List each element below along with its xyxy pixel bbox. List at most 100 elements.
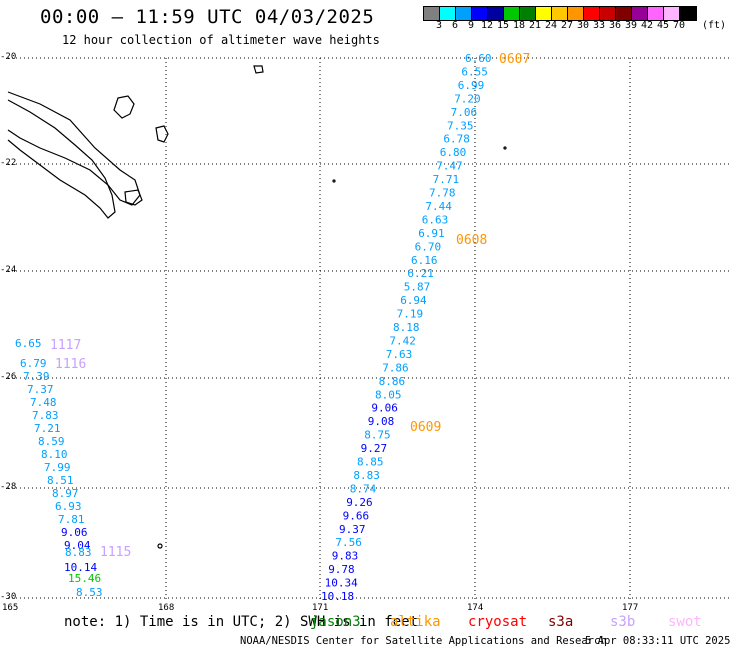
- satellite-label: s3b: [610, 614, 636, 630]
- longitude-label: 165: [2, 603, 19, 613]
- generation-timestamp: 5 Apr 08:33:11 UTC 2025: [585, 635, 731, 647]
- wave-height-value: 8.74: [350, 482, 377, 495]
- legend-label: 3: [435, 20, 443, 31]
- wave-height-value: 6.55: [461, 65, 488, 78]
- legend-label: (ft): [701, 20, 727, 31]
- legend-label: 21: [528, 20, 542, 31]
- wave-height-value: 7.21: [34, 422, 61, 435]
- wave-height-value: 9.27: [361, 442, 388, 455]
- satellite-label: swot: [668, 614, 702, 630]
- wave-height-value: 8.51: [47, 474, 74, 487]
- wave-height-value: 7.19: [397, 308, 424, 321]
- wave-height-value: 8.75: [364, 429, 391, 442]
- wave-height-value: 7.56: [335, 536, 362, 549]
- latitude-label: -20: [0, 52, 17, 62]
- wave-height-value: 5.87: [404, 281, 431, 294]
- time-tag: 1116: [55, 357, 86, 372]
- legend-swatch: [520, 7, 536, 20]
- latitude-label: -30: [0, 592, 17, 602]
- legend-label: 36: [608, 20, 622, 31]
- longitude-label: 171: [312, 603, 329, 613]
- time-tag: 0607: [499, 52, 530, 67]
- legend-swatch: [504, 7, 520, 20]
- wave-height-value: 8.83: [353, 469, 380, 482]
- latitude-label: -24: [0, 265, 17, 275]
- wave-height-value: 9.26: [346, 496, 373, 509]
- legend-label: 12: [480, 20, 494, 31]
- legend-label: 45: [656, 20, 670, 31]
- legend-label: 24: [544, 20, 558, 31]
- wave-height-value: 8.59: [38, 435, 65, 448]
- wave-height-value: 8.97: [52, 487, 79, 500]
- legend-label: 42: [640, 20, 654, 31]
- wave-height-value: 7.63: [386, 348, 413, 361]
- wave-height-value: 9.78: [328, 563, 355, 576]
- legend-swatch: [664, 7, 680, 20]
- time-tag: 0608: [456, 233, 487, 248]
- wave-height-value: 6.65: [15, 337, 42, 350]
- legend-swatch: [584, 7, 600, 20]
- wave-height-value: 7.20: [454, 92, 481, 105]
- wave-height-value: 7.47: [436, 160, 463, 173]
- wave-height-value: 7.48: [30, 396, 57, 409]
- wave-height-value: 9.06: [61, 526, 88, 539]
- satellite-label: s3a: [548, 614, 574, 630]
- wave-height-value: 6.63: [422, 213, 449, 226]
- time-tags: 0607 0608 0609 1117 1116 1115: [50, 52, 530, 560]
- legend-label: 70: [672, 20, 686, 31]
- legend-swatch: [536, 7, 552, 20]
- wave-height-value: 10.18: [321, 590, 354, 603]
- wave-height-value: 9.06: [371, 402, 398, 415]
- wave-height-value: 8.05: [375, 388, 402, 401]
- footer-note: note: 1) Time is in UTC; 2) SWH is in fe…: [64, 614, 419, 630]
- wave-height-value: 9.08: [368, 415, 395, 428]
- latitude-label: -22: [0, 158, 17, 168]
- time-tag: 1117: [50, 338, 81, 353]
- legend-swatch: [552, 7, 568, 20]
- wave-height-value: 9.83: [332, 550, 359, 563]
- legend-label: 15: [496, 20, 510, 31]
- wave-height-value: 7.86: [382, 361, 409, 374]
- satellite-label: altika: [390, 614, 441, 630]
- wave-height-value: 6.94: [400, 294, 427, 307]
- map-subtitle: 12 hour collection of altimeter wave hei…: [62, 33, 380, 47]
- wave-height-value: 6.60: [465, 52, 492, 65]
- legend-swatch: [456, 7, 472, 20]
- satellite-label: jason3: [310, 614, 361, 630]
- altika-track-values: 6.606.556.997.207.067.356.786.807.477.71…: [321, 52, 492, 603]
- map-title: 00:00 – 11:59 UTC 04/03/2025: [40, 6, 375, 28]
- legend-swatch: [440, 7, 456, 20]
- coastline: [7, 65, 507, 549]
- map-grid: [8, 57, 732, 600]
- legend-swatch: [472, 7, 488, 20]
- latitude-label: -26: [0, 372, 17, 382]
- longitude-label: 174: [467, 603, 484, 613]
- latitude-label: -28: [0, 482, 17, 492]
- wave-height-value: 10.14: [64, 561, 97, 574]
- wave-height-value: 7.37: [27, 383, 54, 396]
- wave-height-value: 6.91: [418, 227, 445, 240]
- legend-swatch: [600, 7, 616, 20]
- wave-height-value: 8.10: [41, 448, 68, 461]
- legend-label: 27: [560, 20, 574, 31]
- wave-height-value: 7.44: [425, 200, 452, 213]
- wave-height-value: 6.80: [440, 146, 467, 159]
- wave-height-value: 6.79: [20, 357, 47, 370]
- satellite-label: cryosat: [468, 614, 528, 630]
- wave-height-value: 8.53: [76, 586, 103, 599]
- wave-height-value: 8.18: [393, 321, 420, 334]
- legend-label: 9: [467, 20, 475, 31]
- wave-height-value: 6.21: [407, 267, 434, 280]
- longitude-label: 177: [622, 603, 639, 613]
- s3b-track-values: 6.65 6.797.397.377.487.837.218.598.107.99…: [15, 337, 103, 599]
- longitude-label: 168: [158, 603, 175, 613]
- wave-height-value: 7.83: [32, 409, 59, 422]
- legend-label: 18: [512, 20, 526, 31]
- legend-label: 33: [592, 20, 606, 31]
- legend-swatch: [632, 7, 648, 20]
- wave-height-value: 8.83: [65, 546, 92, 559]
- color-legend: [423, 6, 697, 21]
- wave-height-value: 7.06: [451, 106, 478, 119]
- wave-height-value: 15.46: [68, 572, 101, 585]
- wave-height-value: 7.71: [433, 173, 460, 186]
